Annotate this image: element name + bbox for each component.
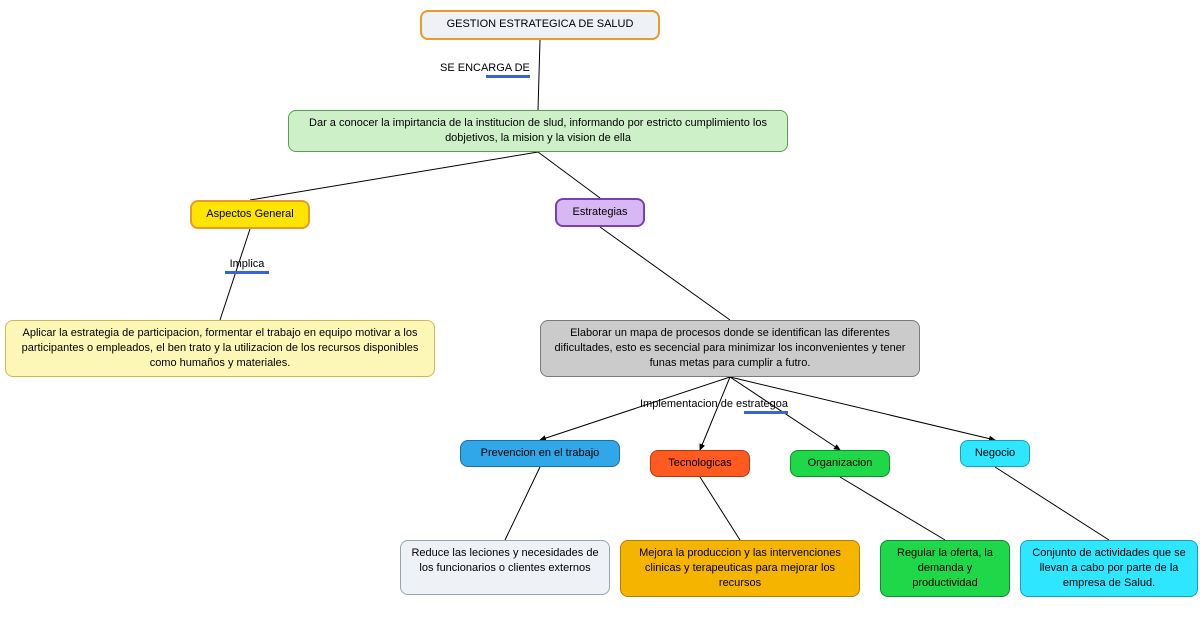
label-implest-text: Implementacion de estrategoa: [640, 398, 788, 410]
node-regular-text: Regular la oferta, la demanda y producti…: [897, 547, 993, 589]
edge-aspectos-aplicar: [220, 229, 250, 320]
edge-org-regular: [840, 477, 945, 540]
node-title-text: GESTION ESTRATEGICA DE SALUD: [447, 18, 634, 30]
node-negocio-text: Negocio: [975, 447, 1015, 459]
edge-prevencion-reduce: [505, 467, 540, 540]
node-regular: Regular la oferta, la demanda y producti…: [880, 540, 1010, 597]
node-estrategias-text: Estrategias: [572, 206, 627, 218]
node-mission: Dar a conocer la impirtancia de la insti…: [288, 110, 788, 152]
label-encarga: SE ENCARGA DE: [440, 62, 530, 78]
node-conjunto-text: Conjunto de actividades que se llevan a …: [1032, 547, 1186, 589]
node-title: GESTION ESTRATEGICA DE SALUD: [420, 10, 660, 40]
node-aplicar-text: Aplicar la estrategia de participacion, …: [22, 327, 419, 369]
node-org: Organizacion: [790, 450, 890, 477]
edge-mission-aspectos: [250, 152, 538, 200]
node-negocio: Negocio: [960, 440, 1030, 467]
edges-layer: [0, 0, 1200, 625]
label-encarga-underline: [486, 75, 530, 78]
label-implica-underline: [225, 271, 269, 274]
edge-mission-estrategias: [538, 152, 600, 198]
node-tecno: Tecnologicas: [650, 450, 750, 477]
label-encarga-text: SE ENCARGA DE: [440, 62, 530, 74]
edge-negocio-conjunto: [995, 467, 1109, 540]
label-implest-underline: [744, 411, 788, 414]
node-mejora-text: Mejora la produccion y las intervencione…: [639, 547, 841, 589]
node-estrategias: Estrategias: [555, 198, 645, 227]
edge-estrategias-elaborar: [600, 227, 730, 320]
node-aplicar: Aplicar la estrategia de participacion, …: [5, 320, 435, 377]
node-prevencion: Prevencion en el trabajo: [460, 440, 620, 467]
node-elaborar: Elaborar un mapa de procesos donde se id…: [540, 320, 920, 377]
label-implica: Implica: [225, 258, 269, 274]
label-implica-text: Implica: [230, 258, 265, 270]
node-tecno-text: Tecnologicas: [668, 457, 732, 469]
node-prevencion-text: Prevencion en el trabajo: [481, 447, 600, 459]
node-conjunto: Conjunto de actividades que se llevan a …: [1020, 540, 1198, 597]
node-mejora: Mejora la produccion y las intervencione…: [620, 540, 860, 597]
node-elaborar-text: Elaborar un mapa de procesos donde se id…: [555, 327, 906, 369]
node-org-text: Organizacion: [808, 457, 873, 469]
label-implest: Implementacion de estrategoa: [640, 398, 788, 414]
node-aspectos: Aspectos General: [190, 200, 310, 229]
edge-tecno-mejora: [700, 477, 740, 540]
node-reduce-text: Reduce las leciones y necesidades de los…: [411, 547, 598, 574]
node-mission-text: Dar a conocer la impirtancia de la insti…: [309, 117, 767, 144]
edge-title-mission: [538, 40, 540, 110]
node-reduce: Reduce las leciones y necesidades de los…: [400, 540, 610, 595]
node-aspectos-text: Aspectos General: [206, 208, 293, 220]
